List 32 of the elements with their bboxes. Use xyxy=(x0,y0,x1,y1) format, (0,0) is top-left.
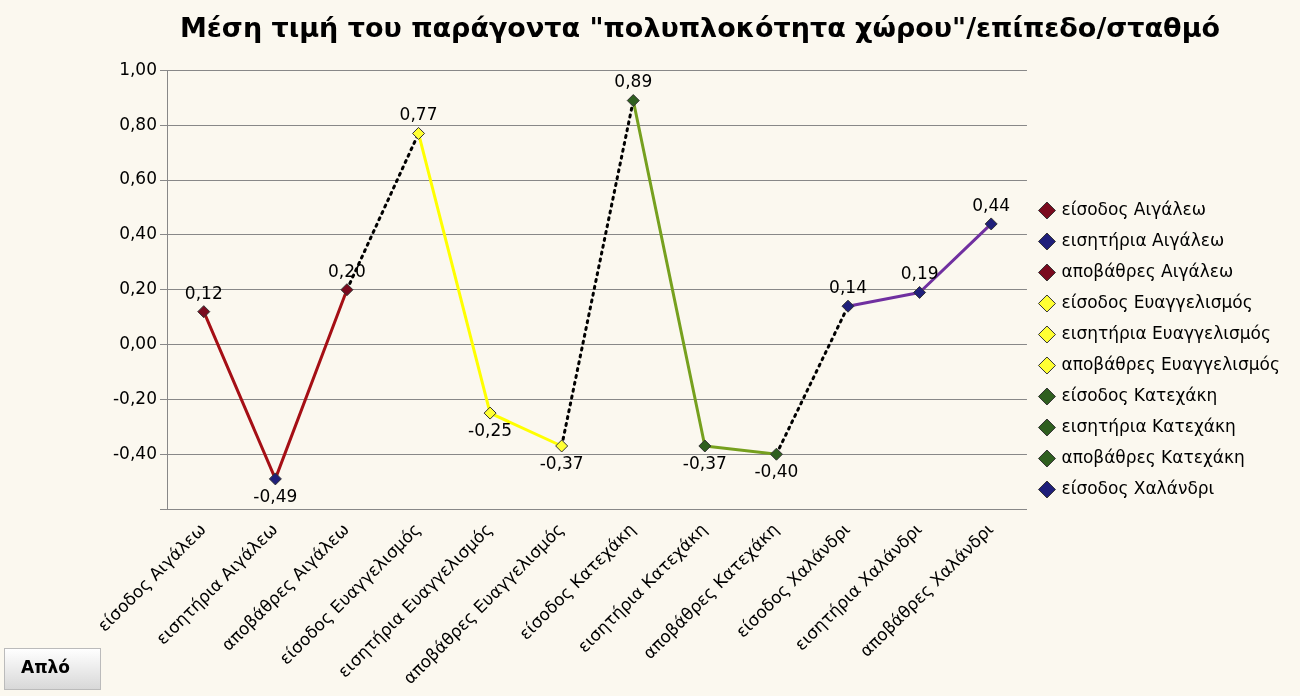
y-tick-label: 0,20 xyxy=(119,278,157,299)
legend-label: εισητήρια Αιγάλεω xyxy=(1061,229,1225,250)
y-tick-label: 1,00 xyxy=(119,58,157,79)
data-label: 0,14 xyxy=(829,277,867,298)
data-label: 0,77 xyxy=(399,104,438,125)
data-label: 0,20 xyxy=(328,260,366,281)
y-tick-label: 0,40 xyxy=(119,223,157,244)
data-label: -0,49 xyxy=(253,485,298,506)
legend-label: εισητήρια Κατεχάκη xyxy=(1061,415,1236,436)
data-label: -0,40 xyxy=(754,461,799,482)
legend-label: είσοδος Χαλάνδρι xyxy=(1061,477,1215,498)
legend-label: είσοδος Κατεχάκη xyxy=(1061,384,1218,405)
legend-label: είσοδος Ευαγγελισμός xyxy=(1061,291,1253,312)
y-tick-label: 0,00 xyxy=(119,332,157,353)
legend-label: εισητήρια Ευαγγελισμός xyxy=(1061,322,1271,343)
data-label: -0,37 xyxy=(682,452,727,473)
data-label: 0,12 xyxy=(184,282,223,303)
legend-label: αποβάθρες Ευαγγελισμός xyxy=(1061,353,1281,374)
y-tick-label: 0,60 xyxy=(119,168,157,189)
data-label: -0,37 xyxy=(539,452,584,473)
y-tick-label: -0,20 xyxy=(112,387,157,408)
text: Απλό xyxy=(4,648,102,690)
chart-title: Μέση τιμή του παράγοντα "πολυπλοκότητα χώρου"/επίπεδο/σταθμό xyxy=(179,12,1221,44)
legend-label: είσοδος Αιγάλεω xyxy=(1061,198,1206,219)
data-label: -0,25 xyxy=(468,420,513,441)
data-label: 0,89 xyxy=(614,71,653,92)
data-label: 0,19 xyxy=(900,263,939,284)
data-label: 0,44 xyxy=(972,194,1011,215)
legend-label: αποβάθρες Κατεχάκη xyxy=(1061,446,1245,467)
y-tick-label: 0,80 xyxy=(119,113,157,134)
legend-label: αποβάθρες Αιγάλεω xyxy=(1061,260,1234,281)
y-tick-label: -0,40 xyxy=(112,442,157,463)
